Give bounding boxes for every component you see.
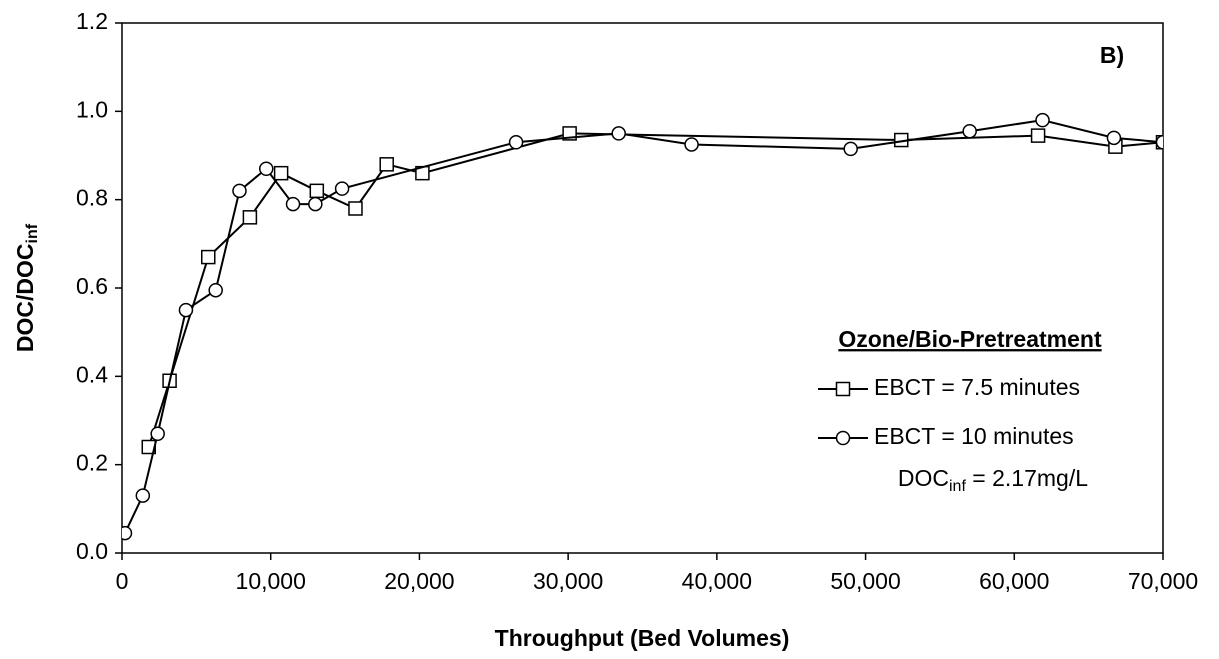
panel-label: B): [1100, 42, 1124, 68]
circle-marker: [1035, 112, 1050, 128]
annotation-text: DOC: [898, 465, 949, 491]
legend-label: EBCT = 10 minutes: [874, 423, 1074, 449]
x-tick-label: 70,000: [1128, 568, 1198, 594]
circle-marker: [308, 196, 323, 212]
x-tick-label: 0: [116, 568, 129, 594]
annotation: DOCinf = 2.17mg/L: [898, 465, 1088, 495]
circle-marker: [178, 302, 194, 318]
x-tick-label: 60,000: [979, 568, 1049, 594]
x-axis-label: Throughput (Bed Volumes): [495, 625, 790, 651]
circle-marker: [334, 181, 350, 196]
circle-marker: [843, 141, 858, 157]
y-tick-label: 0.6: [76, 273, 108, 299]
circle-marker: [684, 137, 699, 152]
square-marker: [348, 201, 363, 216]
circle-marker: [611, 126, 626, 141]
circle-marker: [122, 525, 133, 541]
y-tick-label: 0.4: [76, 361, 108, 387]
y-tick-label: 1.2: [76, 8, 108, 34]
circle-marker: [232, 183, 247, 199]
circle-marker: [1155, 135, 1163, 150]
circle-marker: [259, 161, 274, 176]
x-tick-label: 40,000: [682, 568, 752, 594]
circle-marker: [962, 123, 977, 139]
y-axis-label-text: DOC/DOC: [12, 243, 38, 352]
x-tick-label: 10,000: [236, 568, 306, 594]
square-marker: [273, 165, 289, 181]
circle-marker: [835, 430, 851, 446]
y-tick-label: 0.2: [76, 450, 108, 476]
circle-marker: [1106, 130, 1122, 146]
annotation-suffix: = 2.17mg/L: [966, 465, 1088, 491]
square-marker: [835, 381, 851, 397]
square-marker: [201, 249, 216, 265]
x-tick-label: 30,000: [533, 568, 603, 594]
circle-marker: [135, 488, 151, 503]
square-marker: [309, 183, 325, 199]
annotation-subscript: inf: [949, 478, 966, 495]
y-tick-label: 0.8: [76, 185, 108, 211]
circle-marker: [208, 282, 223, 298]
circle-marker: [508, 135, 524, 150]
legend-label: EBCT = 7.5 minutes: [874, 374, 1080, 400]
y-tick-label: 0.0: [76, 538, 108, 564]
series-line: [124, 119, 1163, 534]
square-marker: [242, 210, 258, 225]
square-marker: [379, 157, 394, 172]
square-marker: [1030, 128, 1046, 143]
y-tick-label: 1.0: [76, 96, 108, 122]
y-axis-label-subscript: inf: [24, 223, 41, 243]
legend-title: Ozone/Bio-Pretreatment: [838, 326, 1102, 352]
circle-marker: [150, 426, 165, 441]
y-axis-label: DOC/DOCinf: [12, 223, 41, 352]
circle-marker: [285, 196, 301, 212]
x-tick-label: 20,000: [384, 568, 454, 594]
x-tick-label: 50,000: [830, 568, 900, 594]
